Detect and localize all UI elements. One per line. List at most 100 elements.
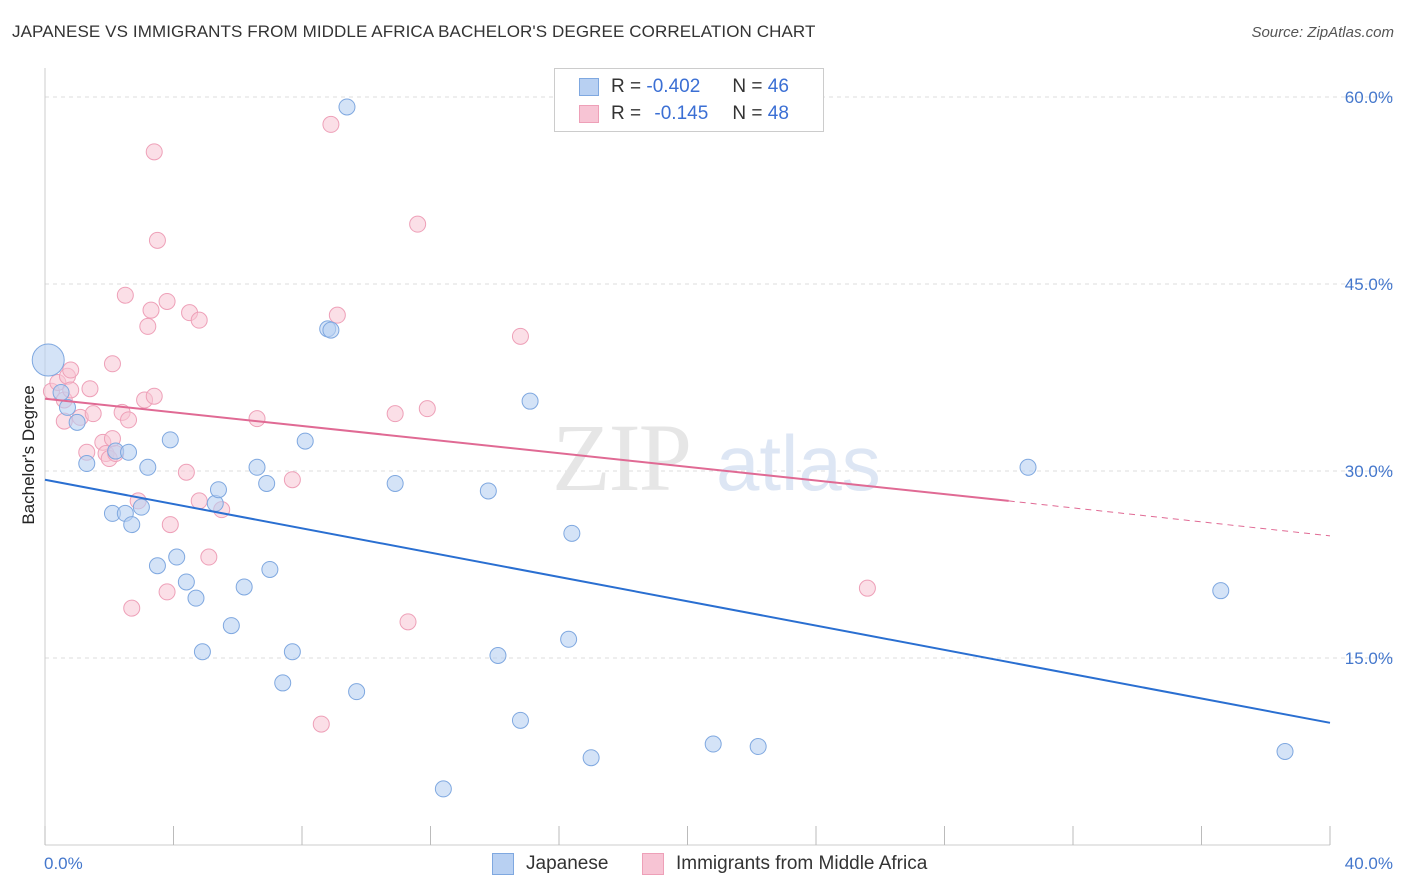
data-point-japanese <box>261 560 279 578</box>
data-point-japanese <box>58 398 76 416</box>
data-point-immigrants <box>283 471 301 489</box>
bottom-legend-japanese: Japanese <box>492 852 608 876</box>
y-tick-label: 15.0% <box>1345 649 1393 668</box>
data-point-japanese <box>258 474 276 492</box>
trend-lines <box>44 397 1331 724</box>
data-point-japanese <box>193 643 211 661</box>
data-point-japanese <box>521 392 539 410</box>
n-label: N = <box>732 103 763 124</box>
data-point-japanese <box>283 643 301 661</box>
y-tick-label: 45.0% <box>1345 275 1393 294</box>
data-point-immigrants <box>120 411 138 429</box>
data-point-immigrants <box>145 143 163 161</box>
data-point-japanese <box>209 481 227 499</box>
data-point-japanese <box>322 321 340 339</box>
data-point-japanese <box>560 630 578 648</box>
r-value: -0.145 <box>654 103 709 124</box>
chart-title: JAPANESE VS IMMIGRANTS FROM MIDDLE AFRIC… <box>12 22 816 41</box>
data-point-japanese <box>161 431 179 449</box>
data-point-japanese <box>1019 458 1037 476</box>
r-value: -0.402 <box>646 76 701 97</box>
immigrants-swatch <box>642 853 664 875</box>
r-label: R = <box>611 103 642 124</box>
data-point-japanese <box>348 683 366 701</box>
data-point-japanese <box>434 780 452 798</box>
data-point-immigrants <box>200 548 218 566</box>
data-point-immigrants <box>322 115 340 133</box>
data-point-immigrants <box>190 311 208 329</box>
data-point-immigrants <box>312 715 330 733</box>
data-point-immigrants <box>62 361 80 379</box>
source-label: Source: ZipAtlas.com <box>1251 24 1394 41</box>
data-point-japanese <box>338 98 356 116</box>
data-point-immigrants <box>858 579 876 597</box>
data-point-japanese <box>563 524 581 542</box>
series-japanese-points <box>31 98 1294 798</box>
y-tick-label: 60.0% <box>1345 88 1393 107</box>
data-point-immigrants <box>84 405 102 423</box>
data-point-japanese <box>582 749 600 767</box>
data-point-japanese <box>68 413 86 431</box>
watermark-zip: ZIP <box>552 404 690 511</box>
data-point-japanese <box>168 548 186 566</box>
trend-line-japanese <box>44 478 1331 724</box>
n-value: 46 <box>767 76 789 97</box>
data-point-japanese <box>479 482 497 500</box>
data-point-immigrants <box>145 387 163 405</box>
data-point-immigrants <box>158 583 176 601</box>
watermark-atlas: atlas <box>716 419 881 507</box>
legend-row-japanese: R = -0.402 N = 46 <box>579 76 789 98</box>
grid-lines <box>45 96 1395 659</box>
data-point-japanese <box>132 498 150 516</box>
data-point-japanese <box>274 674 292 692</box>
data-point-immigrants <box>123 599 141 617</box>
trend-line-immigrants-extension <box>1008 500 1331 537</box>
data-point-immigrants <box>142 301 160 319</box>
immigrants-swatch <box>579 105 599 123</box>
data-point-japanese <box>139 458 157 476</box>
data-point-japanese <box>1276 743 1294 760</box>
data-point-immigrants <box>418 400 436 418</box>
bottom-legend-immigrants: Immigrants from Middle Africa <box>642 852 927 876</box>
data-point-immigrants <box>161 516 179 534</box>
x-tick-label: 40.0% <box>1345 854 1393 873</box>
y-tick-label: 30.0% <box>1345 462 1393 481</box>
data-point-immigrants <box>328 306 346 324</box>
data-point-japanese <box>52 383 70 401</box>
japanese-swatch <box>492 853 514 875</box>
data-point-immigrants <box>190 492 208 510</box>
data-point-immigrants <box>248 410 266 428</box>
data-point-japanese <box>148 557 166 575</box>
japanese-swatch <box>579 78 599 96</box>
r-label: R = <box>611 76 642 97</box>
data-point-japanese <box>511 711 529 729</box>
data-point-japanese <box>123 516 141 534</box>
data-point-japanese <box>222 617 240 635</box>
data-point-immigrants <box>177 463 195 481</box>
data-point-immigrants <box>386 405 404 423</box>
data-point-immigrants <box>511 327 529 345</box>
data-point-japanese <box>704 735 722 753</box>
y-tick-labels: 15.0% 30.0% 45.0% 60.0% <box>1345 88 1393 668</box>
x-tick-label: 0.0% <box>44 854 83 873</box>
data-point-immigrants <box>116 286 134 304</box>
data-point-japanese <box>386 474 404 492</box>
correlation-legend: R = -0.402 N = 46 R = -0.145 N = 48 <box>554 68 824 132</box>
x-tick-labels: 0.0% 40.0% <box>44 854 1393 873</box>
trend-line-immigrants <box>44 397 1009 502</box>
data-point-japanese <box>120 443 138 461</box>
data-point-immigrants <box>103 355 121 373</box>
data-point-japanese <box>296 432 314 450</box>
data-point-immigrants <box>148 231 166 249</box>
data-point-immigrants <box>158 292 176 310</box>
data-point-immigrants <box>81 380 99 398</box>
axes <box>44 68 1331 846</box>
y-axis-label: Bachelor's Degree <box>19 385 38 524</box>
data-point-japanese <box>31 343 65 377</box>
data-point-japanese <box>489 647 507 665</box>
data-point-immigrants <box>139 317 157 335</box>
legend-row-immigrants: R = -0.145 N = 48 <box>579 103 789 125</box>
legend-label: Immigrants from Middle Africa <box>676 853 928 874</box>
data-point-japanese <box>1212 582 1230 600</box>
